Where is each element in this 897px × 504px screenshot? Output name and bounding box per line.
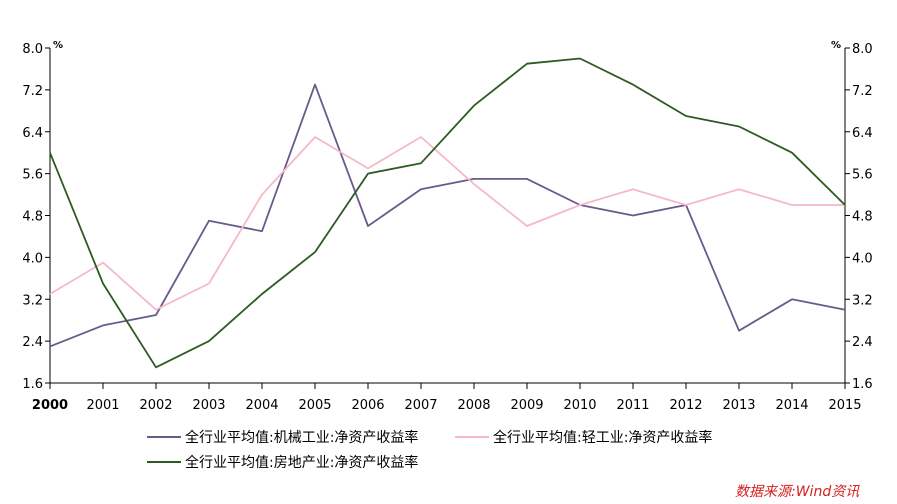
legend-label-machinery: 全行业平均值:机械工业:净资产收益率 xyxy=(185,429,418,446)
x-tick-label: 2011 xyxy=(616,398,649,413)
left-y-tick-label: 5.6 xyxy=(22,168,43,183)
right-unit-label: % xyxy=(831,40,841,51)
x-tick-label: 2006 xyxy=(351,398,384,413)
legend-label-light-industry: 全行业平均值:轻工业:净资产收益率 xyxy=(493,429,712,446)
right-y-tick-label: 8.0 xyxy=(852,42,873,57)
x-axis-labels: 2000 2001 2002 2003 2004 2005 2006 2007 2008 2009… xyxy=(32,398,862,413)
left-y-tick-label: 3.2 xyxy=(22,293,43,308)
series-lines xyxy=(49,57,846,369)
x-tick-label: 2012 xyxy=(669,398,702,413)
x-tick-label: 2014 xyxy=(775,398,808,413)
source-note: 数据来源:Wind资讯 xyxy=(735,484,860,500)
right-y-tick-label: 6.4 xyxy=(852,126,873,141)
x-tick-label: 2000 xyxy=(32,398,68,413)
series-line-0 xyxy=(49,83,846,348)
left-y-tick-label: 4.8 xyxy=(22,210,43,225)
left-y-tick-label: 2.4 xyxy=(22,335,43,350)
legend-label-real-estate: 全行业平均值:房地产业:净资产收益率 xyxy=(185,454,418,471)
axes xyxy=(45,47,850,389)
x-tick-label: 2013 xyxy=(722,398,755,413)
left-unit-label: % xyxy=(53,40,63,51)
x-tick-label: 2004 xyxy=(245,398,278,413)
right-y-tick-label: 5.6 xyxy=(852,168,873,183)
series-line-1 xyxy=(49,136,845,311)
x-tick-label: 2003 xyxy=(192,398,225,413)
right-y-tick-label: 2.4 xyxy=(852,335,873,350)
left-y-tick-label: 1.6 xyxy=(22,377,43,392)
right-y-axis-labels: 8.0 7.2 6.4 5.6 4.8 4.0 3.2 2.4 1.6 xyxy=(852,42,873,392)
right-y-tick-label: 7.2 xyxy=(852,84,873,99)
right-y-tick-label: 4.0 xyxy=(852,251,873,266)
x-tick-label: 2005 xyxy=(298,398,331,413)
legend: 全行业平均值:机械工业:净资产收益率 全行业平均值:轻工业:净资产收益率 全行业… xyxy=(147,429,712,471)
left-y-tick-label: 6.4 xyxy=(22,126,43,141)
x-tick-label: 2008 xyxy=(457,398,490,413)
left-y-tick-label: 8.0 xyxy=(22,42,43,57)
right-y-tick-label: 1.6 xyxy=(852,377,873,392)
x-tick-label: 2007 xyxy=(404,398,437,413)
right-y-tick-label: 4.8 xyxy=(852,210,873,225)
x-tick-label: 2010 xyxy=(563,398,596,413)
x-tick-label: 2009 xyxy=(510,398,543,413)
left-y-axis-labels: 8.0 7.2 6.4 5.6 4.8 4.0 3.2 2.4 1.6 xyxy=(22,42,43,392)
series-line-2 xyxy=(49,57,846,369)
x-tick-label: 2001 xyxy=(86,398,119,413)
left-y-tick-label: 4.0 xyxy=(22,251,43,266)
left-y-tick-label: 7.2 xyxy=(22,84,43,99)
right-y-tick-label: 3.2 xyxy=(852,293,873,308)
x-tick-label: 2002 xyxy=(139,398,172,413)
x-tick-label: 2015 xyxy=(828,398,861,413)
